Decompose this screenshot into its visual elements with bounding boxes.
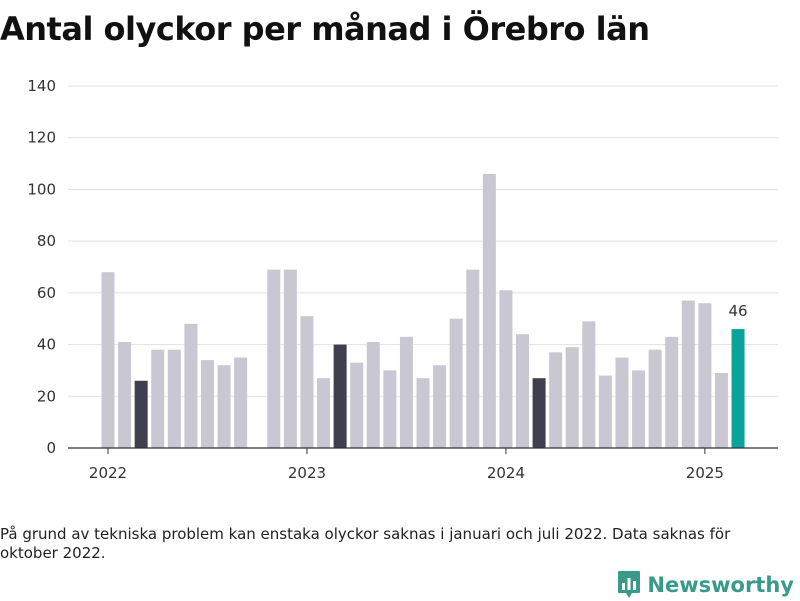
y-tick-label: 20 (37, 387, 56, 405)
annotations: 46 (728, 302, 747, 320)
y-tick-label: 100 (27, 180, 56, 198)
bar-2024-01 (499, 290, 513, 448)
bar-2022-09 (234, 357, 248, 448)
bar-2022-03 (134, 380, 148, 448)
bar-2023-12 (482, 173, 496, 448)
bar-2023-01 (300, 316, 314, 448)
y-tick-label: 140 (27, 77, 56, 95)
bar-2023-02 (317, 378, 331, 448)
bar-2022-06 (184, 323, 198, 448)
bar-2024-02 (516, 334, 529, 448)
bar-2022-07 (200, 360, 214, 448)
bar-2024-09 (632, 370, 646, 448)
x-tick-label: 2022 (89, 464, 127, 482)
bar-2023-06 (383, 370, 397, 448)
bar-2022-12 (283, 269, 297, 448)
bar-2024-11 (665, 336, 679, 448)
bar-2023-08 (416, 378, 430, 448)
bar-2024-10 (648, 349, 662, 448)
bar-2024-06 (582, 321, 596, 448)
bar-2022-08 (217, 365, 231, 448)
bar-2023-03 (333, 344, 347, 448)
bar-2025-02 (714, 373, 728, 448)
bar-2024-04 (549, 352, 563, 448)
x-tick-label: 2023 (288, 464, 326, 482)
bars (101, 173, 745, 448)
y-axis-ticks: 0 20 40 60 80 100 120 140 (27, 77, 56, 457)
x-axis-ticks: 2022 2023 2024 2025 (68, 447, 778, 482)
bar-2023-11 (466, 269, 480, 448)
x-tick-label: 2024 (487, 464, 525, 482)
bar-2025-01 (698, 303, 712, 448)
bar-2023-09 (433, 365, 447, 448)
bar-2023-04 (350, 362, 364, 448)
bar-2023-05 (366, 341, 380, 448)
bar-2024-05 (565, 347, 579, 448)
data-label: 46 (728, 302, 747, 320)
y-tick-label: 120 (27, 129, 56, 147)
brand-name: Newsworthy (647, 573, 794, 597)
bar-2022-04 (151, 349, 165, 448)
bar-2024-07 (598, 375, 612, 448)
x-tick-label: 2025 (686, 464, 724, 482)
y-tick-label: 40 (37, 336, 56, 354)
bar-2023-10 (449, 318, 463, 448)
bar-2023-07 (399, 336, 413, 448)
y-tick-label: 60 (37, 284, 56, 302)
bar-2022-02 (118, 341, 132, 448)
chart-title: Antal olyckor per månad i Örebro län (0, 10, 650, 48)
footnote: På grund av tekniska problem kan enstaka… (0, 525, 731, 562)
bar-2025-03 (731, 329, 745, 448)
bar-2024-08 (615, 357, 629, 448)
bar-2022-01 (101, 272, 115, 448)
bar-chart: 0 20 40 60 80 100 120 140 2022 2023 2024 2025 46 (27, 77, 778, 482)
bar-2024-03 (532, 378, 546, 448)
bar-2022-05 (167, 349, 181, 448)
y-tick-label: 0 (46, 439, 56, 457)
y-tick-label: 80 (37, 232, 56, 250)
newsworthy-logo-icon (618, 571, 641, 598)
bar-2022-11 (267, 269, 281, 448)
brand: Newsworthy (617, 569, 794, 601)
bar-2024-12 (681, 300, 695, 448)
